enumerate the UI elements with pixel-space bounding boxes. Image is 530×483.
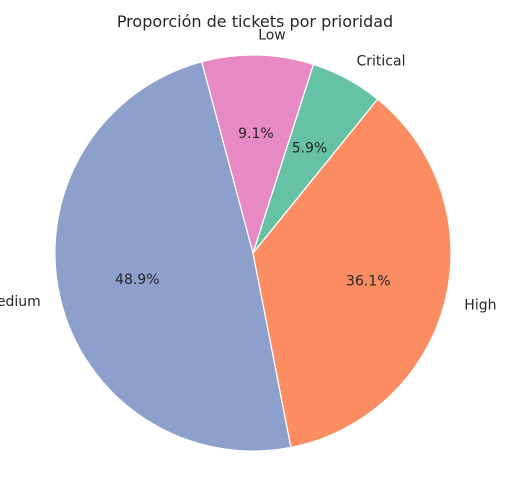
pie-pct-label-high: 36.1% bbox=[346, 274, 390, 290]
pie-category-label-critical: Critical bbox=[357, 53, 406, 69]
pie-slice-low bbox=[201, 54, 315, 256]
pie-slice-high bbox=[252, 98, 452, 449]
pie-slices bbox=[54, 54, 452, 452]
pie-labels: 48.9% Medium 36.1% High 5.9% Critical 9.1% Low bbox=[0, 27, 496, 313]
pie-category-label-high: High bbox=[464, 298, 496, 314]
pie-category-label-low: Low bbox=[258, 27, 286, 43]
pie-slice-medium bbox=[54, 61, 292, 452]
chart-title: Proporción de tickets por prioridad bbox=[117, 12, 393, 31]
pie-pct-label-medium: 48.9% bbox=[115, 272, 159, 288]
pie-category-label-medium: Medium bbox=[0, 294, 41, 310]
pie-pct-label-critical: 5.9% bbox=[292, 141, 328, 157]
pie-pct-label-low: 9.1% bbox=[238, 126, 274, 142]
